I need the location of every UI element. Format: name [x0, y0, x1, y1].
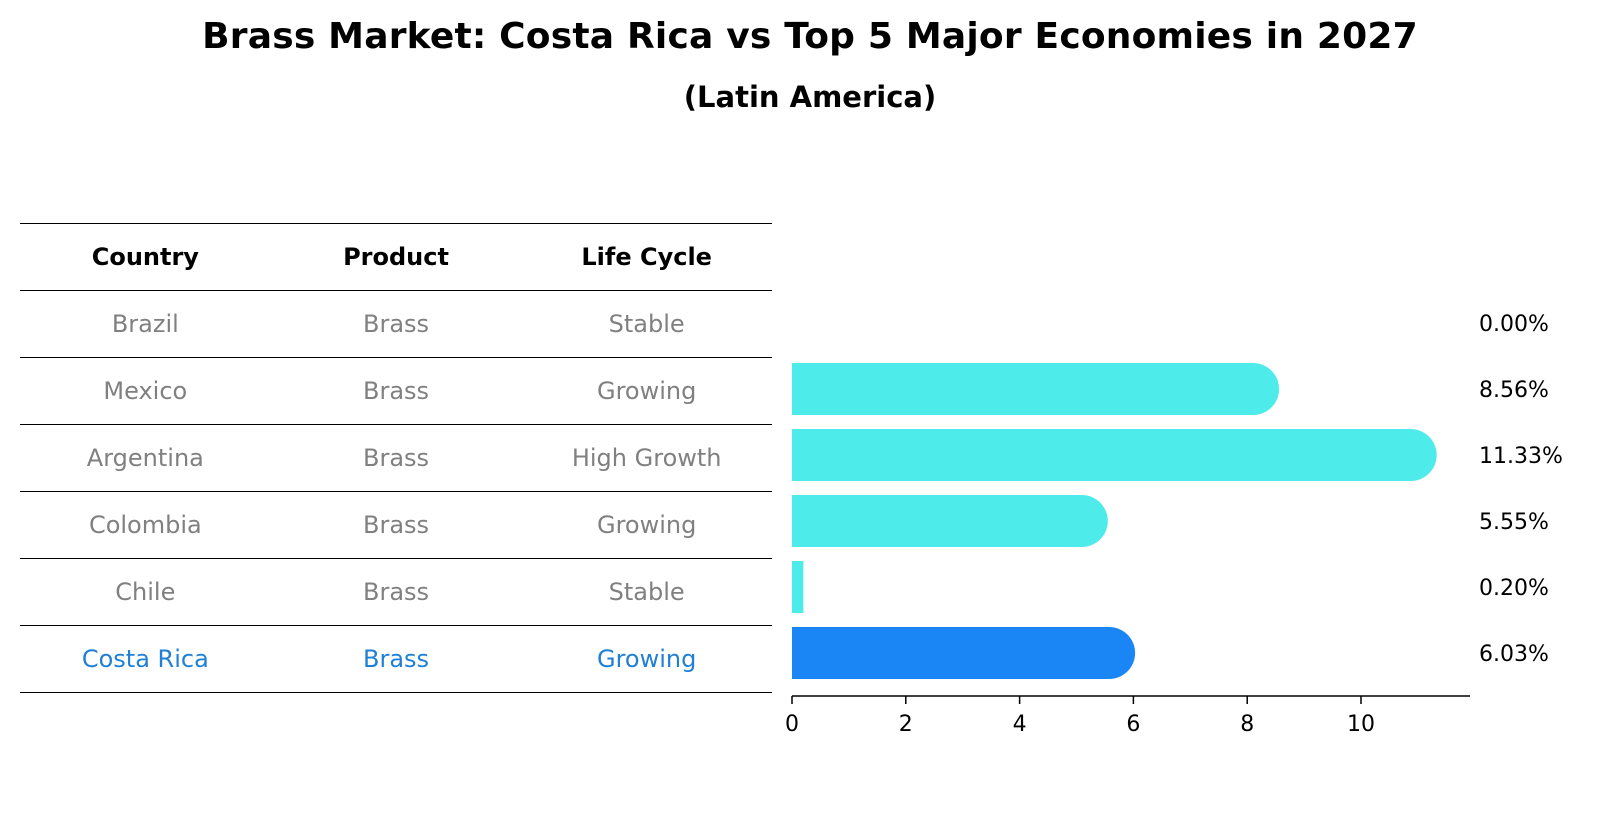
table-row: Brazil Brass Stable: [20, 290, 772, 357]
chart-subtitle: (Latin America): [683, 80, 937, 114]
table-row: Colombia Brass Growing: [20, 491, 772, 558]
value-label-costa-rica: 6.03%: [1479, 642, 1549, 667]
value-label-brazil: 0.00%: [1479, 312, 1549, 337]
table-row-highlight: Costa Rica Brass Growing: [20, 625, 772, 693]
header-country: Country: [91, 243, 199, 271]
table-row: Mexico Brass Growing: [20, 357, 772, 424]
market-table: Country Product Life Cycle Brazil Brass …: [20, 223, 772, 693]
table-row: Chile Brass Stable: [20, 558, 772, 625]
header-life-cycle: Life Cycle: [581, 243, 712, 271]
x-tick-label-8: 8: [1240, 712, 1254, 737]
product-cell: Brass: [362, 511, 430, 539]
life-cycle-cell: Growing: [596, 377, 697, 405]
bar-colombia: [792, 495, 1108, 547]
table-row: Argentina Brass High Growth: [20, 424, 772, 491]
country-cell: Costa Rica: [81, 645, 209, 673]
value-label-colombia: 5.55%: [1479, 510, 1549, 535]
country-cell: Chile: [115, 578, 176, 606]
chart-title: Brass Market: Costa Rica vs Top 5 Major …: [202, 16, 1418, 57]
x-tick-label-2: 2: [899, 712, 913, 737]
bar-mexico: [792, 363, 1280, 415]
x-tick-label-4: 4: [1013, 712, 1027, 737]
value-label-argentina: 11.33%: [1479, 444, 1563, 469]
x-tick-label-10: 10: [1347, 712, 1375, 737]
value-label-chile: 0.20%: [1479, 576, 1549, 601]
country-cell: Brazil: [111, 310, 179, 338]
header-product: Product: [343, 243, 449, 271]
life-cycle-cell: Growing: [596, 511, 697, 539]
x-tick-label-6: 6: [1126, 712, 1140, 737]
country-cell: Argentina: [86, 444, 204, 472]
life-cycle-cell: High Growth: [571, 444, 722, 472]
bar-costa-rica: [792, 627, 1136, 679]
product-cell: Brass: [362, 645, 430, 673]
bar-chile: [792, 561, 804, 613]
country-cell: Mexico: [103, 377, 188, 405]
value-label-mexico: 8.56%: [1479, 378, 1549, 403]
product-cell: Brass: [362, 310, 430, 338]
life-cycle-cell: Stable: [608, 578, 685, 606]
product-cell: Brass: [362, 377, 430, 405]
product-cell: Brass: [362, 444, 430, 472]
country-cell: Colombia: [88, 511, 202, 539]
life-cycle-cell: Growing: [596, 645, 697, 673]
life-cycle-cell: Stable: [608, 310, 685, 338]
bar-argentina: [792, 429, 1437, 481]
product-cell: Brass: [362, 578, 430, 606]
x-tick-label-0: 0: [785, 712, 799, 737]
table-header-row: Country Product Life Cycle: [20, 223, 772, 290]
